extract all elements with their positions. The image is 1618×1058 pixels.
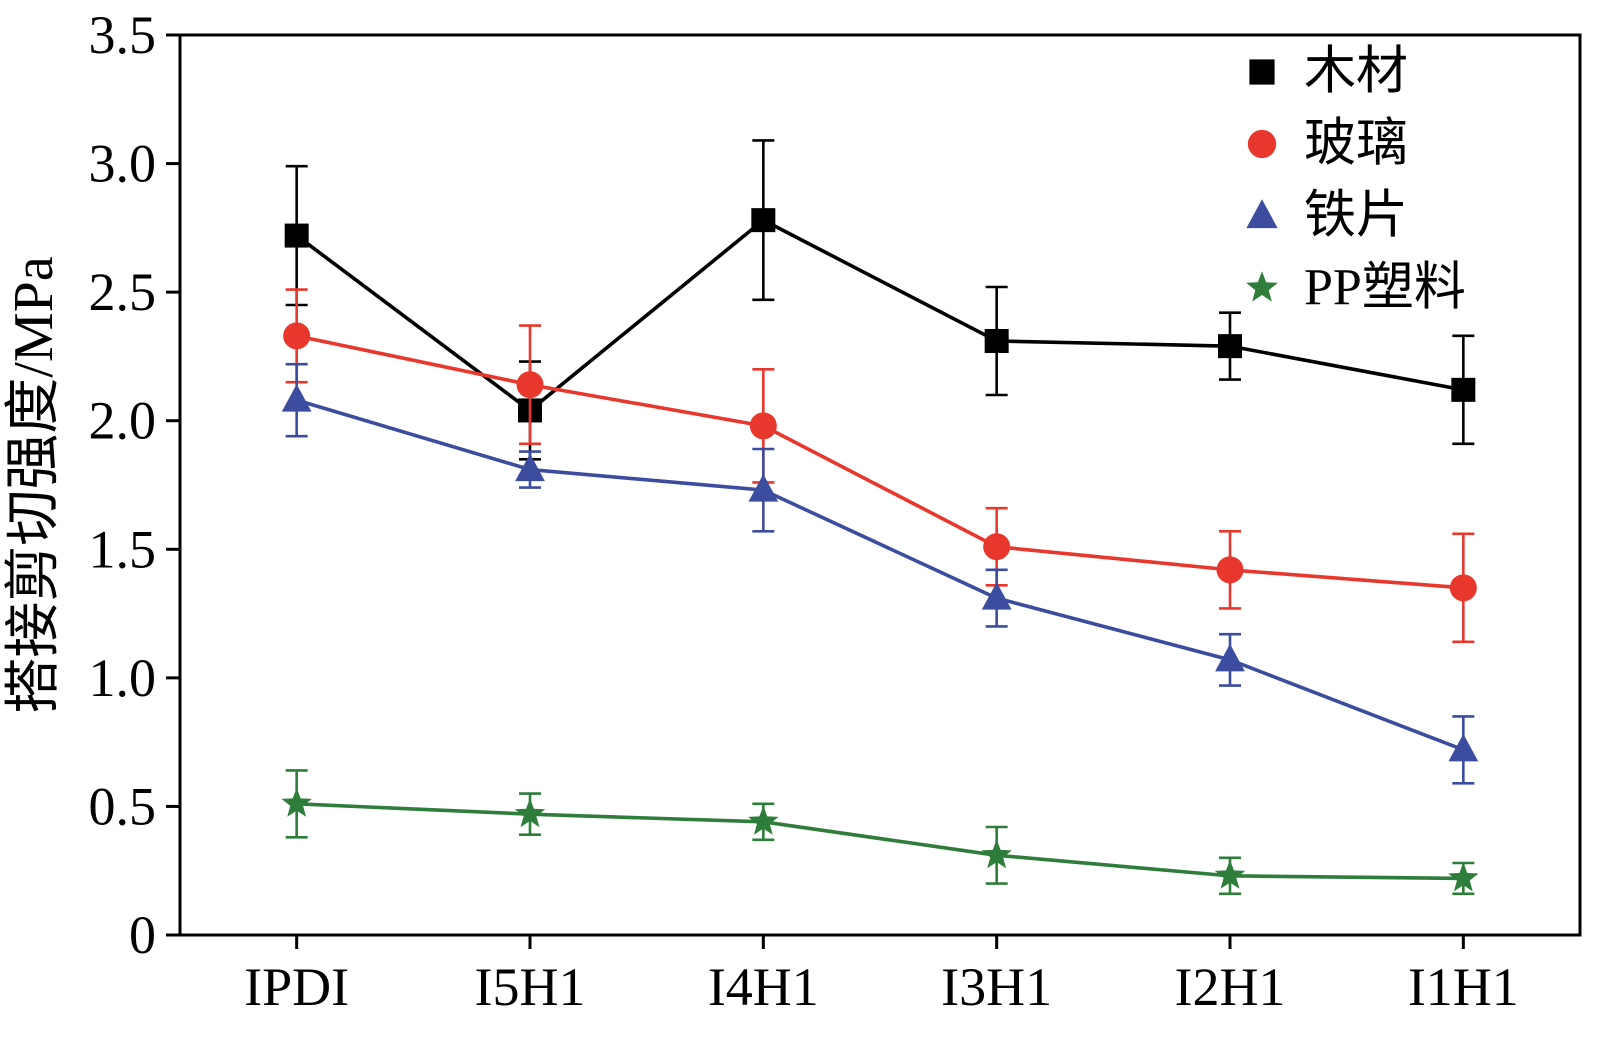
series-marker-3: [1214, 859, 1246, 889]
series-line-2: [296, 398, 1464, 752]
series-marker-0: [1451, 377, 1476, 402]
y-tick-label: 2.5: [89, 262, 157, 322]
series-marker-1: [1449, 574, 1477, 602]
x-tick-label: I2H1: [1175, 957, 1286, 1017]
series-marker-3: [281, 787, 312, 817]
legend-label-0: 木材: [1304, 44, 1408, 101]
x-tick-label: I5H1: [475, 957, 586, 1017]
x-tick-label: I1H1: [1408, 957, 1519, 1017]
series-marker-1: [749, 412, 777, 440]
series-line-0: [295, 218, 1464, 413]
y-tick-label: 0: [129, 905, 156, 965]
series-marker-0: [751, 208, 776, 233]
series-marker-0: [984, 329, 1009, 353]
series-marker-1: [516, 371, 544, 399]
series-marker-0: [284, 223, 309, 248]
series-marker-3: [1448, 862, 1479, 892]
series-marker-1: [283, 322, 311, 350]
y-axis-title: 搭接剪切强度/MPa: [3, 256, 65, 713]
series-marker-1: [983, 533, 1011, 561]
series-line-3: [296, 802, 1464, 881]
series-marker-2: [748, 474, 779, 502]
x-tick-label: I4H1: [708, 957, 819, 1017]
series-line-1: [296, 334, 1464, 590]
series-marker-3: [748, 805, 779, 835]
legend-label-2: 铁片: [1304, 188, 1408, 245]
legend-label-1: 玻璃: [1304, 116, 1408, 173]
legend-marker-3: [1246, 271, 1278, 302]
y-tick-label: 3.5: [89, 5, 157, 65]
plot-frame: [178, 33, 1582, 937]
series-marker-2: [981, 582, 1012, 610]
x-tick-label: I3H1: [941, 957, 1052, 1017]
series-marker-0: [1218, 334, 1242, 359]
series-marker-1: [1216, 556, 1244, 584]
series-marker-3: [514, 798, 546, 828]
series-marker-2: [1215, 643, 1245, 672]
legend-label-3: PP塑料: [1304, 260, 1466, 317]
x-tick-label: IPDI: [244, 957, 349, 1017]
y-tick-label: 0.5: [89, 776, 157, 836]
series-marker-2: [1448, 733, 1479, 762]
y-tick-label: 1.5: [89, 519, 157, 579]
series-marker-2: [515, 453, 545, 482]
legend-marker-0: [1249, 59, 1275, 85]
legend-marker-2: [1246, 199, 1278, 229]
series-marker-3: [981, 839, 1012, 869]
legend-marker-1: [1247, 129, 1277, 159]
y-tick-label: 1.0: [89, 648, 157, 708]
series-marker-2: [281, 384, 312, 412]
y-tick-label: 2.0: [89, 391, 157, 451]
y-tick-label: 3.0: [89, 134, 157, 194]
